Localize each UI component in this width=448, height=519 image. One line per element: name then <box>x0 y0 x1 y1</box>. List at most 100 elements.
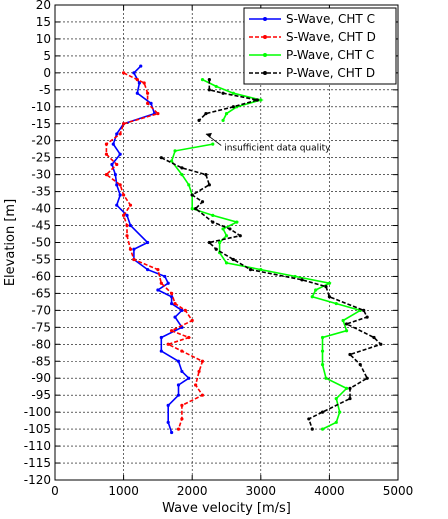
data-point <box>238 234 242 238</box>
data-point <box>207 183 211 187</box>
data-point <box>156 288 160 292</box>
data-point <box>180 417 184 421</box>
data-point <box>166 420 170 424</box>
data-point <box>176 393 181 397</box>
data-point <box>137 81 141 85</box>
data-point <box>200 359 205 363</box>
data-point <box>163 274 167 279</box>
data-point <box>320 363 325 367</box>
data-point <box>214 84 218 89</box>
data-point <box>125 234 129 238</box>
y-tick-label: -30 <box>31 168 51 182</box>
y-tick-label: -40 <box>31 202 51 216</box>
annotation: insufficient data quality <box>205 132 331 154</box>
data-point <box>214 247 218 251</box>
data-point <box>170 291 174 295</box>
x-axis-label: Wave velocity [m/s] <box>162 501 291 516</box>
y-tick-label: -50 <box>31 236 51 250</box>
data-point <box>122 193 126 197</box>
y-tick-label: -10 <box>31 100 51 114</box>
data-point <box>211 220 215 224</box>
data-point <box>170 301 174 306</box>
series-line <box>160 156 383 430</box>
legend-marker <box>263 71 267 75</box>
y-tick-label: 0 <box>43 66 51 80</box>
data-point <box>327 281 331 285</box>
data-point <box>207 240 211 245</box>
data-point <box>310 295 314 299</box>
data-point <box>231 105 235 109</box>
data-point <box>248 268 253 272</box>
data-point <box>320 335 325 340</box>
data-point <box>173 149 177 153</box>
legend-label: P-Wave, CHT C <box>286 48 374 62</box>
data-point <box>159 349 163 353</box>
y-tick-label: -75 <box>31 320 51 334</box>
data-point <box>159 335 163 340</box>
y-tick-label: -65 <box>31 286 51 300</box>
legend-label: P-Wave, CHT D <box>286 66 375 80</box>
data-point <box>293 274 297 279</box>
data-point <box>231 91 235 95</box>
data-point <box>344 322 349 326</box>
data-point <box>173 315 177 319</box>
data-point <box>211 142 215 146</box>
data-point <box>327 295 331 299</box>
series-line <box>170 143 363 430</box>
data-point <box>334 396 338 401</box>
y-tick-label: -35 <box>31 185 51 199</box>
data-point <box>187 376 191 380</box>
y-tick-label: -95 <box>31 388 51 402</box>
data-point <box>128 223 133 228</box>
data-point <box>338 410 342 414</box>
data-point <box>259 268 263 272</box>
y-tick-label: -80 <box>31 337 51 351</box>
data-point <box>180 403 184 407</box>
data-point <box>320 349 325 353</box>
series-line <box>198 79 258 121</box>
data-point <box>146 268 150 272</box>
data-point <box>142 81 146 85</box>
data-point <box>111 142 115 146</box>
data-point <box>122 213 126 217</box>
data-point <box>197 369 201 374</box>
data-point <box>132 247 136 251</box>
data-point <box>324 376 328 380</box>
data-point <box>255 98 259 102</box>
y-tick-label: -45 <box>31 219 51 233</box>
data-point <box>146 91 150 95</box>
data-point <box>221 227 225 231</box>
data-point <box>224 261 229 265</box>
y-axis-label: Elevation [m] <box>3 199 18 286</box>
data-point <box>118 193 122 197</box>
data-point <box>204 111 208 116</box>
data-point <box>139 64 143 68</box>
data-point <box>344 386 349 390</box>
data-point <box>170 430 174 435</box>
data-point <box>228 227 232 231</box>
y-tick-label: -20 <box>31 134 51 148</box>
data-point <box>307 417 311 421</box>
data-point <box>362 308 366 312</box>
data-point <box>104 173 109 177</box>
legend-label: S-Wave, CHT D <box>286 30 376 44</box>
data-point <box>113 173 117 177</box>
legend-box <box>243 7 397 85</box>
data-point <box>334 420 338 424</box>
data-point <box>207 78 211 82</box>
data-point <box>180 369 184 374</box>
data-point <box>324 285 328 289</box>
data-point <box>211 213 215 217</box>
data-point <box>348 386 352 390</box>
data-point <box>118 152 122 156</box>
data-point <box>125 213 129 217</box>
data-point <box>180 173 184 177</box>
data-point <box>125 223 129 228</box>
series-line <box>105 72 204 430</box>
data-point <box>259 98 263 102</box>
data-point <box>115 183 119 187</box>
data-point <box>156 268 160 272</box>
data-point <box>348 352 352 357</box>
data-point <box>235 220 239 224</box>
